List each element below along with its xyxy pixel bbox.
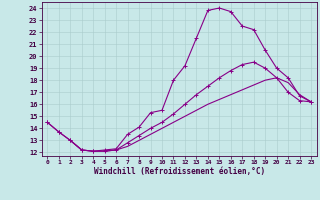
- X-axis label: Windchill (Refroidissement éolien,°C): Windchill (Refroidissement éolien,°C): [94, 167, 265, 176]
